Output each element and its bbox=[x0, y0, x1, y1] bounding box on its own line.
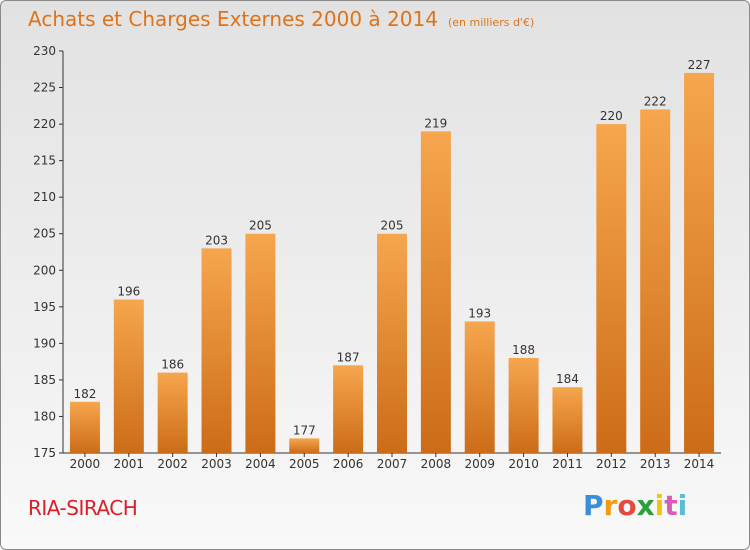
chart-title: Achats et Charges Externes 2000 à 2014 (e… bbox=[28, 7, 534, 31]
y-tick-label: 205 bbox=[33, 227, 56, 241]
y-tick-label: 195 bbox=[33, 300, 56, 314]
x-tick-label: 2012 bbox=[596, 457, 627, 471]
x-tick-label: 2011 bbox=[552, 457, 583, 471]
x-tick-label: 2002 bbox=[157, 457, 188, 471]
x-tick-label: 2003 bbox=[201, 457, 232, 471]
logo-letter: x bbox=[636, 489, 655, 522]
data-label: 205 bbox=[381, 219, 404, 233]
y-tick-label: 215 bbox=[33, 154, 56, 168]
logo-letter: P bbox=[583, 489, 604, 522]
bar bbox=[377, 233, 407, 453]
data-label: 184 bbox=[556, 372, 579, 386]
logo-letter: t bbox=[664, 489, 678, 522]
bar bbox=[289, 438, 320, 453]
data-label: 186 bbox=[161, 358, 184, 372]
data-label: 196 bbox=[117, 285, 140, 299]
y-tick-label: 230 bbox=[33, 44, 56, 58]
data-label: 203 bbox=[205, 233, 228, 247]
logo-letter: i bbox=[654, 489, 665, 522]
x-tick-label: 2005 bbox=[289, 457, 320, 471]
y-tick-label: 180 bbox=[33, 409, 56, 423]
data-label: 205 bbox=[249, 219, 272, 233]
bar bbox=[464, 321, 495, 453]
data-label: 220 bbox=[600, 109, 623, 123]
x-tick-label: 2004 bbox=[245, 457, 276, 471]
data-label: 182 bbox=[73, 387, 96, 401]
bar bbox=[420, 131, 451, 453]
x-tick-label: 2010 bbox=[508, 457, 539, 471]
place-name: RIA-SIRACH bbox=[28, 496, 138, 520]
bar bbox=[596, 124, 627, 453]
bar bbox=[552, 387, 583, 453]
bar bbox=[684, 72, 715, 453]
y-tick-label: 200 bbox=[33, 263, 56, 277]
proxiti-logo: Proxiti bbox=[583, 489, 687, 522]
data-label: 187 bbox=[337, 350, 360, 364]
data-label: 222 bbox=[644, 94, 667, 108]
y-tick-label: 175 bbox=[33, 446, 56, 460]
logo-letter: r bbox=[603, 489, 618, 522]
data-label: 177 bbox=[293, 423, 316, 437]
bar bbox=[201, 248, 232, 453]
x-tick-label: 2008 bbox=[421, 457, 452, 471]
y-tick-label: 220 bbox=[33, 117, 56, 131]
title-text: Achats et Charges Externes 2000 à 2014 bbox=[28, 7, 438, 31]
bar bbox=[245, 233, 276, 453]
x-tick-label: 2007 bbox=[377, 457, 408, 471]
bar bbox=[508, 357, 539, 453]
data-label: 188 bbox=[512, 343, 535, 357]
data-label: 193 bbox=[468, 306, 491, 320]
y-tick-label: 225 bbox=[33, 81, 56, 95]
x-tick-label: 2013 bbox=[640, 457, 671, 471]
bar bbox=[640, 109, 671, 454]
bar bbox=[333, 365, 364, 453]
x-tick-label: 2001 bbox=[114, 457, 145, 471]
x-tick-label: 2014 bbox=[684, 457, 715, 471]
data-label: 219 bbox=[424, 116, 447, 130]
logo-letter: o bbox=[617, 489, 637, 522]
y-tick-label: 210 bbox=[33, 190, 56, 204]
x-tick-label: 2006 bbox=[333, 457, 364, 471]
y-tick-label: 185 bbox=[33, 373, 56, 387]
y-tick-label: 190 bbox=[33, 336, 56, 350]
bar bbox=[113, 299, 144, 453]
logo-letter: i bbox=[677, 489, 688, 522]
bar bbox=[69, 401, 100, 453]
unit-note: (en milliers d'€) bbox=[447, 16, 535, 29]
x-tick-label: 2000 bbox=[70, 457, 101, 471]
bar bbox=[157, 372, 188, 453]
data-label: 227 bbox=[688, 58, 711, 72]
x-tick-label: 2009 bbox=[464, 457, 495, 471]
